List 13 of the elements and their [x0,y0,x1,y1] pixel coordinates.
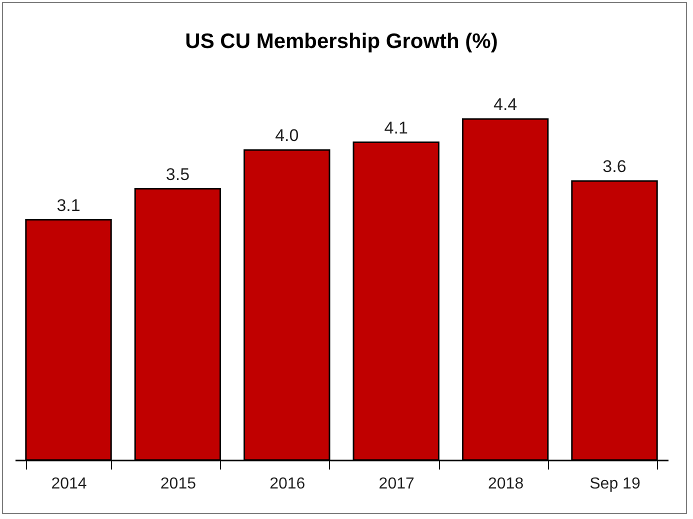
x-tick-label: 2018 [488,476,524,492]
data-label: 4.0 [275,126,299,145]
x-tick-label: 2014 [51,476,87,492]
data-label: 4.4 [493,95,518,114]
data-label: 4.1 [384,118,408,138]
data-label: 3.1 [56,196,80,215]
chart-title: US CU Membership Growth (%) [185,30,498,53]
data-label: 3.5 [166,164,190,184]
x-tick-label: 2016 [270,476,306,492]
data-label: 3.6 [602,157,626,176]
x-tick-label: Sep 19 [590,476,640,492]
x-tick-label: 2017 [378,476,414,492]
x-tick-label: 2015 [160,476,196,492]
